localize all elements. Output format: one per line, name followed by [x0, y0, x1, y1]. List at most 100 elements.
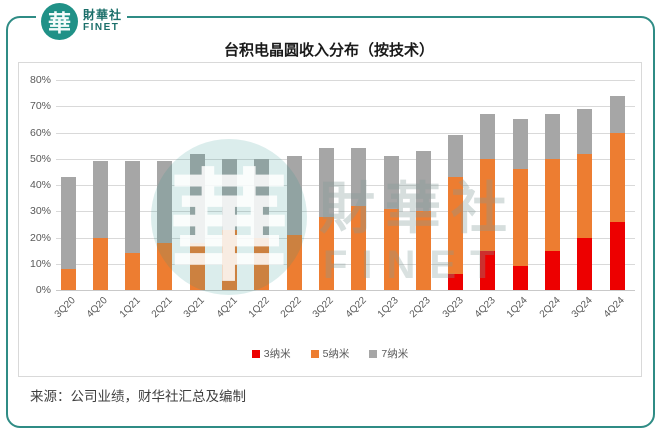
bar-4Q22 — [351, 148, 367, 290]
segment-7nm — [351, 148, 367, 206]
y-tick-label: 30% — [29, 205, 51, 218]
legend-item-7nm: 7纳米 — [369, 346, 408, 361]
segment-5nm — [222, 229, 237, 290]
logo-glyph: 華 — [48, 10, 71, 36]
segment-3nm — [512, 266, 528, 290]
page-border — [6, 16, 655, 428]
chart-title: 台积电晶圆收入分布（按技术） — [223, 42, 434, 59]
legend-item-5nm: 5纳米 — [310, 346, 350, 361]
x-tick-label: 4Q20 — [84, 295, 111, 321]
segment-7nm — [189, 153, 205, 243]
segment-5nm — [480, 158, 496, 251]
bar-3Q22 — [318, 148, 334, 290]
segment-7nm — [545, 114, 560, 159]
segment-7nm — [512, 119, 528, 170]
x-tick-label: 3Q22 — [311, 295, 337, 321]
finet-logo-icon: 華 — [41, 2, 78, 40]
segment-3nm — [577, 237, 593, 290]
bar-2Q22 — [286, 156, 302, 290]
logo-name-cn: 財華社 — [83, 8, 123, 22]
logo-name-en: FINET — [83, 22, 120, 33]
gridline — [56, 263, 635, 265]
segment-5nm — [545, 158, 560, 251]
segment-5nm — [609, 132, 625, 222]
segment-5nm — [318, 216, 334, 290]
segment-7nm — [60, 177, 76, 269]
segment-3nm — [545, 250, 560, 290]
segment-5nm — [383, 208, 399, 290]
y-tick-label: 10% — [29, 257, 51, 270]
bar-4Q24 — [609, 95, 625, 290]
y-tick-label: 60% — [29, 126, 51, 139]
y-tick-label: 0% — [35, 284, 51, 296]
segment-7nm — [157, 161, 173, 243]
segment-5nm — [415, 211, 431, 290]
segment-3nm — [480, 250, 496, 290]
legend-swatch-7nm — [369, 349, 378, 358]
bar-3Q24 — [577, 108, 593, 290]
segment-7nm — [577, 108, 593, 154]
gridline — [56, 132, 635, 134]
segment-7nm — [286, 156, 302, 235]
segment-5nm — [60, 269, 76, 290]
legend-label: 7纳米 — [381, 348, 409, 360]
bar-3Q23 — [448, 135, 464, 290]
bar-2Q24 — [545, 114, 560, 290]
segment-7nm — [125, 161, 141, 254]
segment-5nm — [189, 242, 205, 290]
x-tick-label: 4Q21 — [214, 295, 240, 321]
segment-7nm — [609, 95, 625, 133]
bar-2Q21 — [157, 161, 173, 290]
segment-5nm — [92, 237, 108, 290]
segment-5nm — [512, 169, 528, 267]
x-tick-label: 3Q23 — [440, 295, 466, 321]
bar-2Q23 — [415, 150, 431, 290]
gridline — [56, 185, 635, 186]
segment-7nm — [222, 158, 237, 230]
y-tick-label: 80% — [29, 74, 51, 86]
segment-5nm — [448, 177, 464, 275]
segment-3nm — [609, 221, 625, 290]
bar-3Q20 — [60, 177, 76, 290]
segment-7nm — [254, 158, 270, 238]
gridline — [56, 290, 635, 291]
segment-7nm — [92, 161, 108, 238]
legend-label: 5纳米 — [322, 348, 350, 360]
x-tick-label: 4Q22 — [343, 295, 369, 321]
legend-label: 3纳米 — [263, 348, 291, 360]
gridline — [56, 211, 635, 213]
x-tick-label: 1Q24 — [504, 295, 530, 321]
segment-7nm — [448, 135, 464, 178]
segment-5nm — [254, 237, 270, 290]
bar-1Q23 — [383, 156, 399, 290]
gridline — [56, 80, 635, 81]
y-tick-label: 50% — [29, 152, 51, 165]
legend-swatch-3nm — [251, 349, 260, 358]
segment-5nm — [351, 206, 367, 290]
segment-3nm — [448, 274, 464, 290]
bar-4Q20 — [92, 161, 108, 290]
segment-7nm — [318, 148, 334, 217]
y-tick-label: 40% — [29, 179, 51, 191]
bar-3Q21 — [189, 153, 205, 290]
logo-text: 財華社 FINET — [83, 9, 122, 33]
x-tick-label: 2Q24 — [537, 295, 563, 321]
x-tick-label: 3Q21 — [181, 295, 207, 321]
bar-1Q22 — [254, 158, 270, 290]
segment-5nm — [157, 242, 173, 290]
x-tick-label: 1Q21 — [117, 295, 143, 321]
segment-5nm — [125, 253, 141, 290]
legend-swatch-5nm — [310, 349, 319, 358]
bar-1Q21 — [125, 161, 141, 290]
x-tick-label: 2Q23 — [407, 295, 434, 321]
segment-5nm — [286, 234, 302, 290]
y-tick-label: 70% — [29, 100, 51, 113]
finet-logo: 華 財華社 FINET — [36, 0, 128, 42]
gridline — [56, 158, 635, 160]
segment-7nm — [480, 114, 496, 159]
gridline — [56, 237, 635, 239]
legend-item-3nm: 3纳米 — [251, 346, 291, 361]
y-tick-label: 20% — [29, 231, 51, 244]
source-note: 来源：公司业绩，财华社汇总及编制 — [30, 389, 246, 404]
segment-7nm — [383, 156, 399, 209]
